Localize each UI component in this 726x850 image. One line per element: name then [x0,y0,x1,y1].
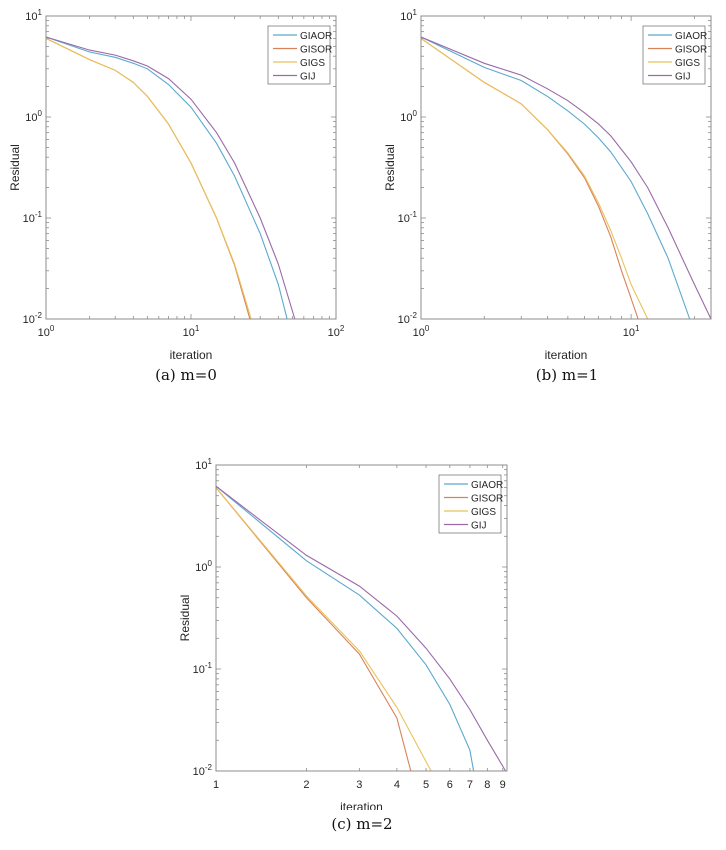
caption-a: (a) m=0 [155,366,217,384]
series-gij [45,36,296,320]
x-tick-label: 4 [394,779,400,791]
series-gigs [45,37,252,320]
legend-label-gij: GIJ [471,521,487,532]
x-axis-label: iteration [545,348,588,360]
y-tick-label: 10-1 [23,210,43,225]
y-axis-label: Residual [178,595,192,642]
x-axis-label: iteration [340,800,383,810]
tick-labels: 100 101 101 100 10-1 10-2 [398,8,640,339]
y-tick-label: 10-2 [193,763,213,778]
legend-label-gigs: GIGS [300,58,325,69]
y-tick-label: 101 [195,457,212,472]
caption-b: (b) m=1 [535,366,599,384]
series-giaor [420,36,691,320]
chart-panel-a: 100 101 102 101 100 10-1 10-2 iteration Residual… [0,0,360,362]
series-gisor [215,487,412,772]
series-giaor [45,36,288,320]
x-tick-label: 9 [500,779,506,791]
x-tick-label: 101 [623,324,640,339]
plot-area-frame [420,15,712,320]
legend-label-gij: GIJ [675,72,691,83]
x-tick-label: 100 [38,324,55,339]
chart-b-svg: 100 101 101 100 10-1 10-2 iteration Residual GIA… [383,8,712,362]
legend-label-gisor: GISOR [471,494,503,505]
y-tick-label: 10-2 [398,311,418,326]
series-gisor [45,37,251,320]
plot-area-frame [215,464,508,772]
series-giaor [215,485,475,772]
x-tick-label: 6 [447,779,453,791]
chart-c-svg: 1 2 3 4 5 6 7 8 9 101 100 10-1 10-2 iteration Residual… [178,457,508,814]
y-tick-label: 10-1 [193,661,213,676]
x-tick-label: 3 [356,779,362,791]
y-axis-label: Residual [383,144,397,191]
legend: GIAOR GISOR GIGS GIJ [267,25,332,85]
chart-panel-c: 1 2 3 4 5 6 7 8 9 101 100 10-1 10-2 iteration Residual… [170,450,530,814]
series-gigs [215,487,432,772]
legend-label-gigs: GIGS [675,58,700,69]
y-tick-label: 101 [400,8,417,23]
x-tick-label: 100 [413,324,430,339]
legend-label-gisor: GISOR [300,45,332,56]
legend: GIAOR GISOR GIGS GIJ [642,25,707,85]
legend-label-giaor: GIAOR [300,31,332,42]
series-gigs [420,37,649,320]
legend: GIAOR GISOR GIGS GIJ [438,474,503,534]
series-gisor [420,37,639,320]
series-gij [420,36,712,320]
legend-label-gisor: GISOR [675,45,707,56]
y-tick-label: 100 [195,559,212,574]
legend-label-gij: GIJ [300,72,316,83]
y-tick-label: 10-1 [398,210,418,225]
legend-label-giaor: GIAOR [471,480,503,491]
x-tick-label: 7 [467,779,473,791]
legend-label-giaor: GIAOR [675,31,707,42]
y-axis-label: Residual [8,144,22,191]
y-tick-label: 101 [25,8,42,23]
x-tick-label: 2 [303,779,309,791]
x-tick-label: 8 [484,779,490,791]
y-tick-label: 100 [400,109,417,124]
legend-label-gigs: GIGS [471,507,496,518]
x-tick-label: 1 [213,779,219,791]
plot-area-frame [45,15,337,320]
x-axis-label: iteration [170,348,213,360]
series-lines [215,485,507,772]
y-tick-label: 10-2 [23,311,43,326]
chart-panel-b: 100 101 101 100 10-1 10-2 iteration Residual GIA… [366,0,726,362]
series-lines [420,36,712,320]
x-tick-label: 5 [423,779,429,791]
series-lines [45,36,296,320]
x-tick-label: 102 [328,324,345,339]
x-tick-label: 101 [183,324,200,339]
series-gij [215,485,507,772]
chart-a-svg: 100 101 102 101 100 10-1 10-2 iteration Residual… [8,8,345,362]
caption-c: (c) m=2 [331,815,393,833]
y-tick-label: 100 [25,109,42,124]
